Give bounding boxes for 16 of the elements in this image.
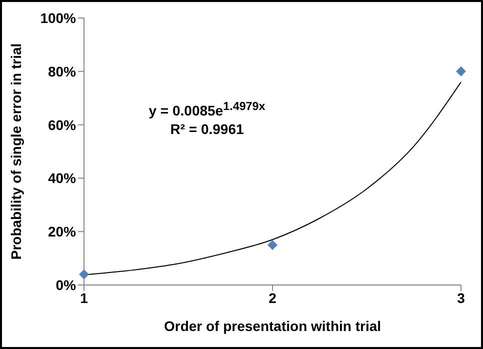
x-tick-label: 3 — [457, 290, 466, 306]
x-tick-label: 1 — [80, 290, 88, 306]
y-axis-title: Probability of single error in trial — [8, 43, 24, 260]
y-tick-label: 20% — [48, 224, 77, 240]
point — [456, 66, 466, 76]
y-tick-label: 80% — [48, 63, 77, 80]
y-tick-label: 60% — [48, 116, 77, 133]
x-tick-label: 2 — [268, 290, 277, 306]
y-tick-label: 0% — [56, 276, 77, 293]
y-tick-label: 100% — [40, 10, 77, 26]
x-axis-title: Order of presentation within trial — [164, 318, 382, 334]
annotation: R² = 0.9961 — [169, 120, 245, 138]
point — [268, 240, 278, 250]
annotation: y = 0.0085e$^{1.4979x}$ — [148, 99, 266, 120]
y-tick-label: 40% — [48, 170, 77, 186]
point — [79, 269, 89, 280]
